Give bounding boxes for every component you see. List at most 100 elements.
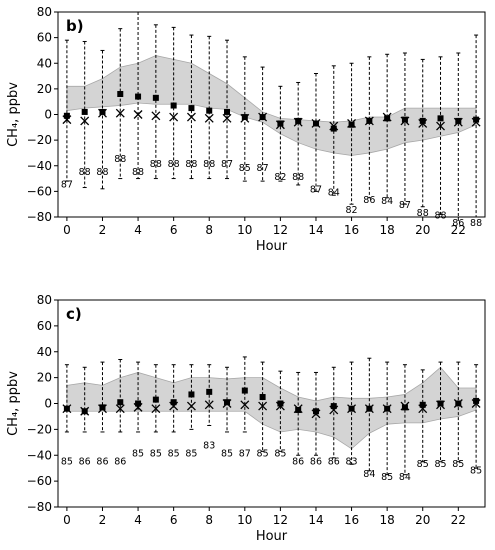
x-point-stroke xyxy=(400,116,410,126)
x-point xyxy=(436,400,445,410)
x-point xyxy=(133,402,143,412)
square-point xyxy=(384,115,391,122)
x-point-stroke xyxy=(311,409,321,419)
x-point-stroke xyxy=(98,108,107,118)
square-point xyxy=(312,408,319,415)
x-point-stroke xyxy=(204,400,214,410)
square-point xyxy=(419,117,426,124)
x-point-stroke xyxy=(471,117,481,127)
sample-count-label: 86 xyxy=(328,456,340,467)
x-point-stroke xyxy=(400,401,410,411)
x-point xyxy=(418,404,428,414)
sample-count-label: 87 xyxy=(310,185,322,196)
x-point xyxy=(293,117,303,127)
sample-count-label: 82 xyxy=(274,172,286,183)
square-point xyxy=(188,391,195,398)
x-tick-label: 16 xyxy=(344,223,359,237)
sample-count-label: 82 xyxy=(346,205,358,216)
x-point xyxy=(418,119,428,128)
x-point xyxy=(80,406,90,416)
sample-count-label: 87 xyxy=(257,163,269,174)
x-tick-label: 4 xyxy=(134,513,142,527)
sample-count-label: 88 xyxy=(96,167,108,178)
square-point xyxy=(152,94,159,101)
y-tick-label: 0 xyxy=(44,108,52,122)
sample-count-label: 85 xyxy=(470,465,482,476)
x-point-stroke xyxy=(364,404,374,414)
x-point xyxy=(240,113,250,123)
square-point xyxy=(437,115,444,122)
x-point-stroke xyxy=(418,119,428,128)
sample-count-label: 85 xyxy=(185,448,197,459)
x-point-stroke xyxy=(80,116,90,126)
sample-count-label: 88 xyxy=(417,208,429,219)
x-tick-label: 0 xyxy=(63,513,71,527)
x-point xyxy=(169,112,179,122)
y-axis-label: CH₄, ppbv xyxy=(6,371,21,436)
y-tick-label: 20 xyxy=(37,82,52,96)
square-point xyxy=(170,399,177,406)
x-point xyxy=(453,117,463,127)
x-point-stroke xyxy=(151,111,161,121)
x-tick-label: 6 xyxy=(170,513,178,527)
x-tick-label: 10 xyxy=(237,223,252,237)
x-point xyxy=(382,112,392,122)
x-point-stroke xyxy=(169,401,179,411)
y-tick-label: −20 xyxy=(27,133,52,147)
y-tick-label: 60 xyxy=(37,31,52,45)
y-tick-label: 40 xyxy=(37,56,52,70)
square-point xyxy=(170,102,177,109)
x-point-stroke xyxy=(115,404,125,414)
x-point xyxy=(471,117,481,127)
sample-count-label: 85 xyxy=(274,448,286,459)
x-point-stroke xyxy=(275,401,285,411)
square-point xyxy=(401,404,408,411)
sample-count-label: 86 xyxy=(310,456,322,467)
x-point-stroke xyxy=(186,401,196,411)
x-axis-label: Hour xyxy=(256,529,288,544)
sample-count-label: 86 xyxy=(452,218,464,229)
y-tick-label: −60 xyxy=(27,184,52,198)
sample-count-label: 87 xyxy=(61,180,73,191)
square-point xyxy=(117,91,124,97)
x-point xyxy=(151,404,161,414)
x-point-stroke xyxy=(98,404,107,414)
square-point xyxy=(99,108,106,115)
sample-count-label: 85 xyxy=(221,448,233,459)
x-point xyxy=(293,404,303,414)
square-point xyxy=(473,397,480,404)
sample-count-label: 86 xyxy=(292,456,304,467)
y-tick-label: −40 xyxy=(27,159,52,173)
x-point-stroke xyxy=(293,117,303,127)
x-point-stroke xyxy=(275,120,285,130)
sample-count-label: 88 xyxy=(168,159,180,170)
x-point xyxy=(400,401,410,411)
y-tick-label: −60 xyxy=(27,474,52,488)
y-tick-label: 0 xyxy=(44,397,52,411)
square-point xyxy=(295,406,302,413)
x-point-stroke xyxy=(329,121,339,131)
x-point xyxy=(169,401,179,411)
x-tick-label: 0 xyxy=(63,223,71,237)
x-tick-label: 22 xyxy=(451,513,466,527)
square-point xyxy=(135,93,142,100)
sample-count-label: 85 xyxy=(381,472,393,483)
x-point-stroke xyxy=(453,117,463,127)
sample-count-label: 86 xyxy=(114,456,126,467)
sample-count-label: 88 xyxy=(470,218,482,229)
x-point-stroke xyxy=(436,400,445,410)
sample-count-label: 85 xyxy=(168,448,180,459)
square-point xyxy=(99,404,106,411)
x-point-stroke xyxy=(347,119,357,128)
x-tick-label: 18 xyxy=(380,223,395,237)
square-point xyxy=(437,400,444,407)
x-point xyxy=(382,404,392,414)
x-point xyxy=(364,116,374,126)
x-point-stroke xyxy=(471,399,481,408)
sample-count-label: 88 xyxy=(292,172,304,183)
x-point xyxy=(258,401,268,411)
sample-count-label: 83 xyxy=(346,456,358,467)
sample-count-label: 85 xyxy=(257,448,269,459)
sample-count-label: 84 xyxy=(328,187,340,198)
